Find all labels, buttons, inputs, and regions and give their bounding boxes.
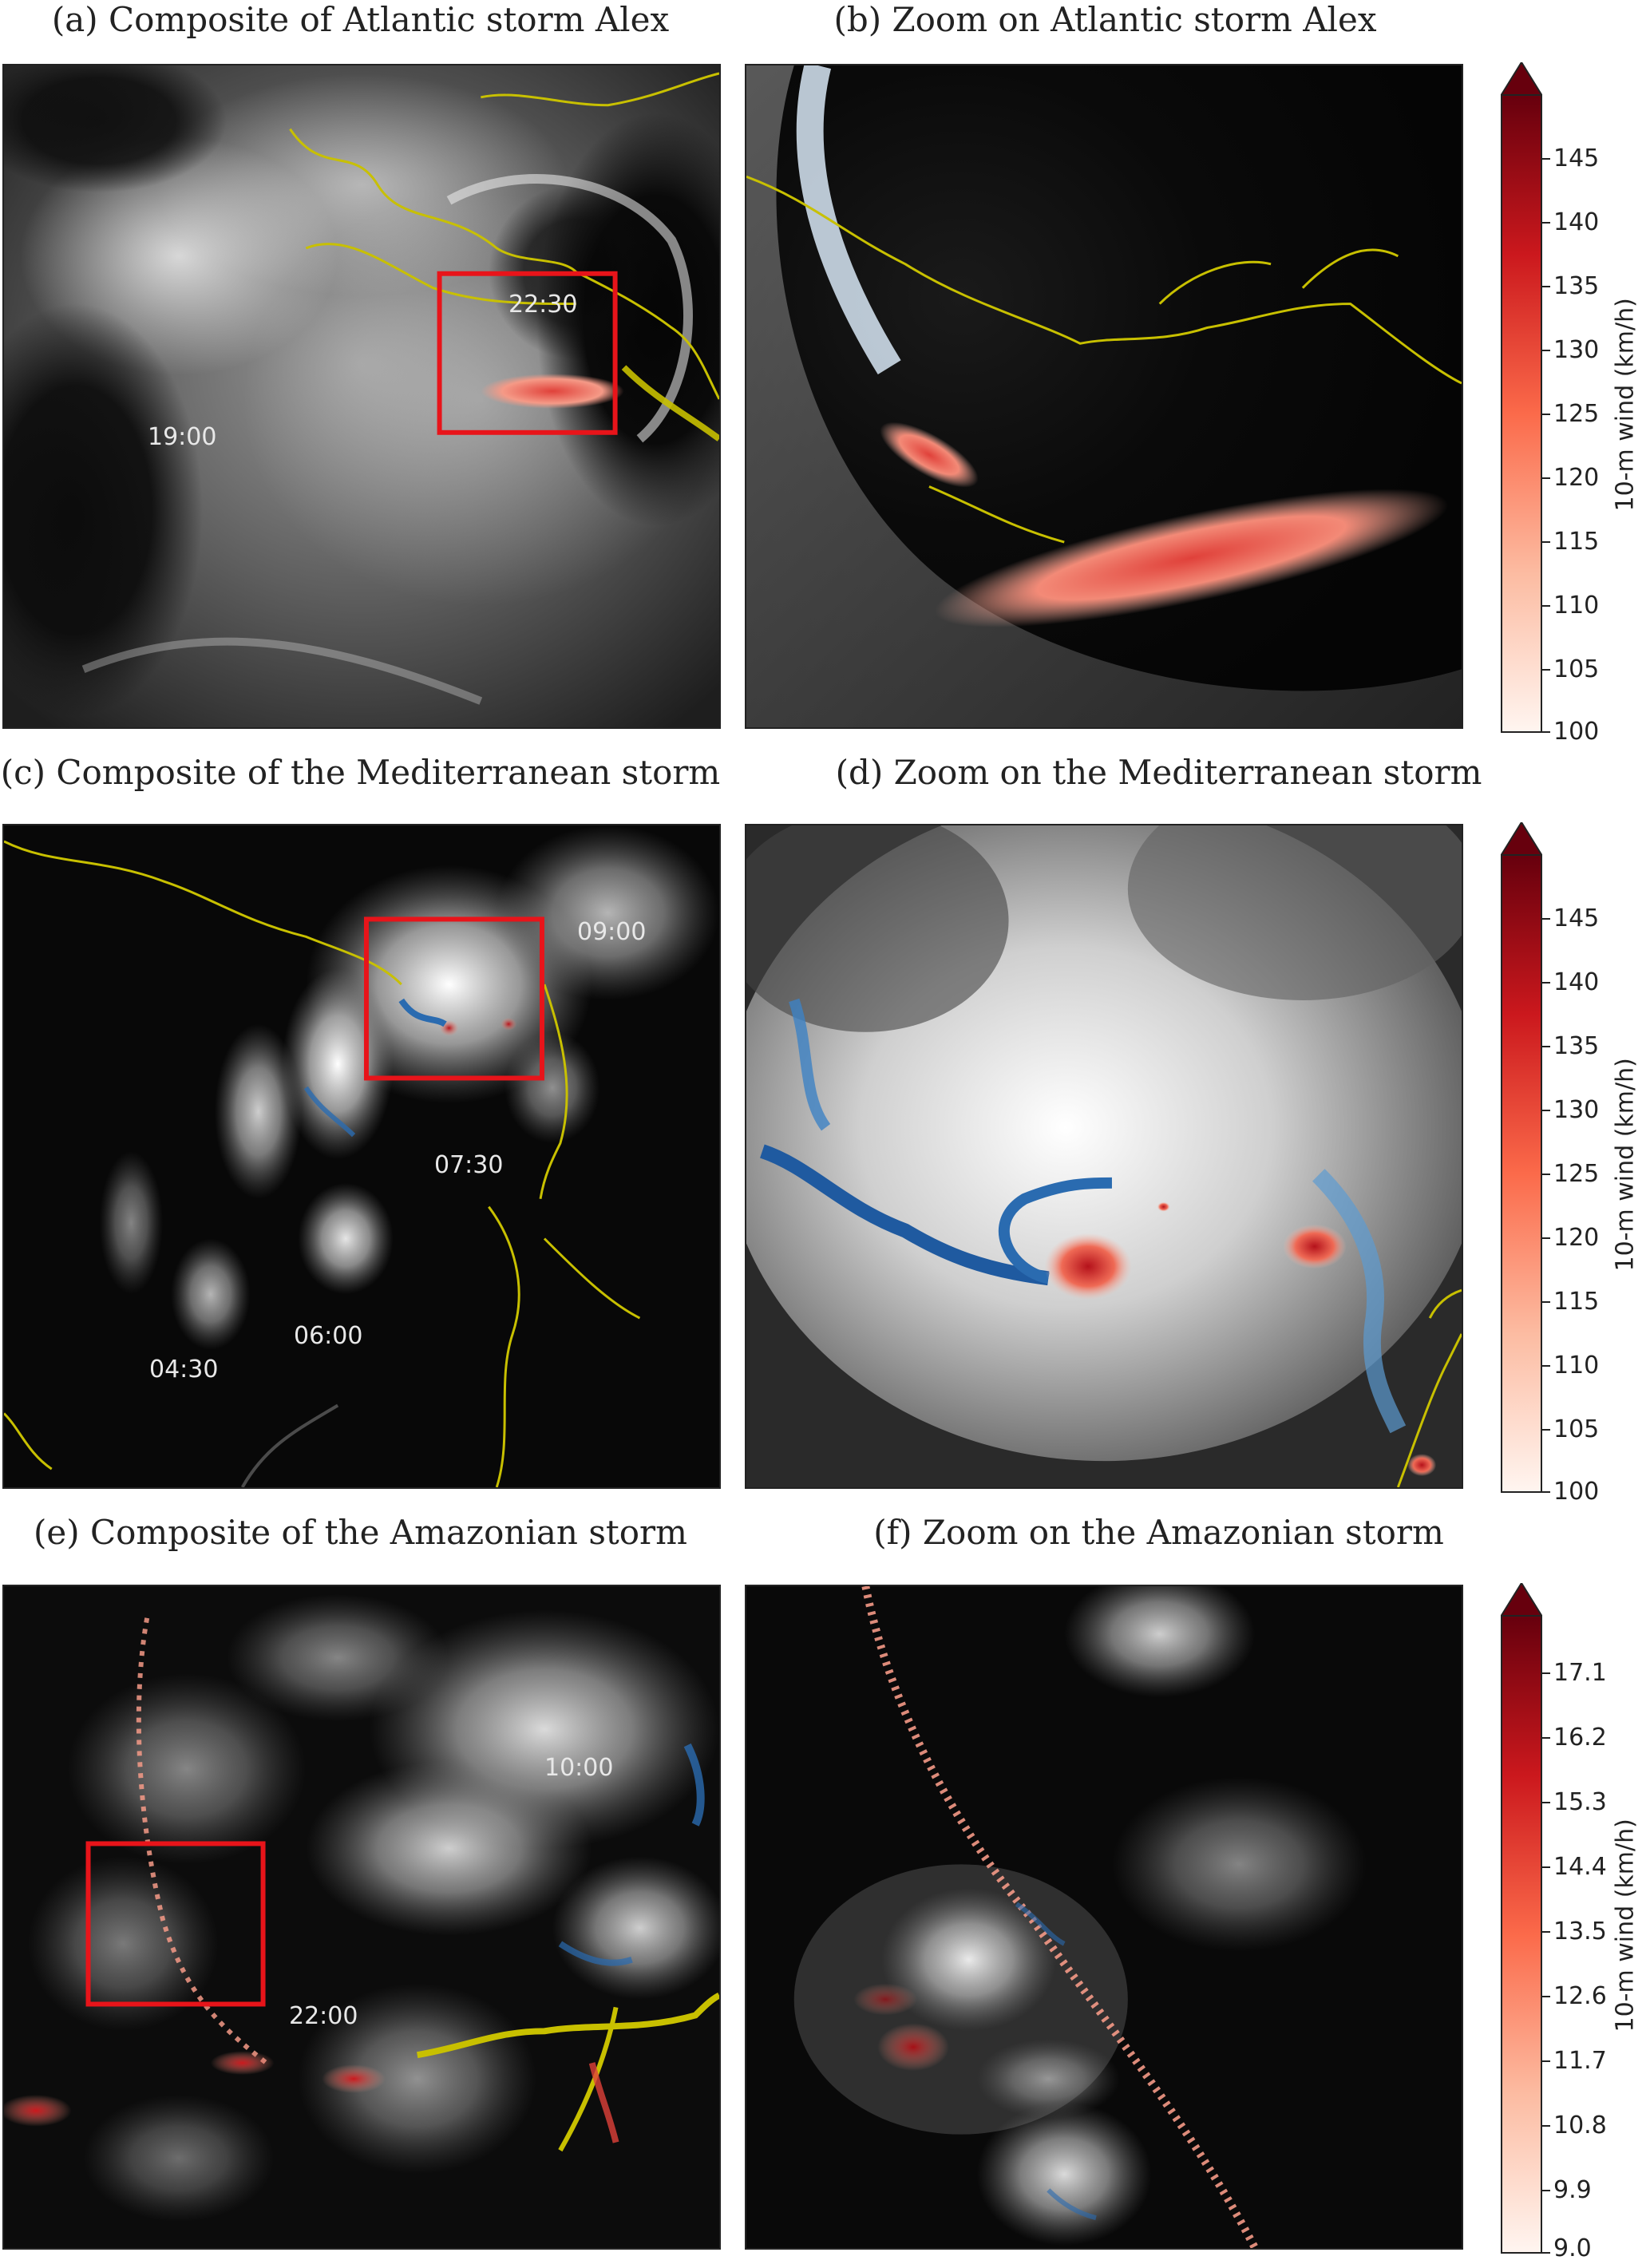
panel-a-atlantic-composite: 19:00 22:30 bbox=[2, 64, 721, 729]
colorbar-2-extend-arrow bbox=[1501, 822, 1542, 856]
colorbar-2-tick: 115 bbox=[1553, 1288, 1600, 1316]
colorbar-1-tick: 135 bbox=[1553, 272, 1600, 300]
satellite-image-e bbox=[4, 1586, 719, 2248]
time-label-c-0600: 06:00 bbox=[294, 1322, 363, 1350]
colorbar-2-tick: 125 bbox=[1553, 1160, 1600, 1188]
time-label-a-2230: 22:30 bbox=[508, 291, 578, 319]
zoom-box-c bbox=[363, 916, 544, 1081]
time-label-c-0430: 04:30 bbox=[149, 1356, 219, 1383]
colorbar-2-tick: 130 bbox=[1553, 1096, 1600, 1124]
caption-b: (b) Zoom on Atlantic storm Alex bbox=[833, 0, 1377, 39]
colorbar-3-tick: 11.7 bbox=[1553, 2047, 1607, 2075]
time-label-c-0730: 07:30 bbox=[434, 1151, 504, 1179]
colorbar-1-tick: 130 bbox=[1553, 336, 1600, 364]
colorbar-1-tick: 145 bbox=[1553, 144, 1600, 172]
colorbar-1-tick: 100 bbox=[1553, 718, 1600, 746]
colorbar-3-tick: 9.0 bbox=[1553, 2234, 1592, 2262]
time-label-c-0900: 09:00 bbox=[577, 918, 647, 946]
colorbar-3-tick: 14.4 bbox=[1553, 1853, 1607, 1881]
colorbar-2-tick: 110 bbox=[1553, 1352, 1600, 1379]
colorbar-2-tick: 140 bbox=[1553, 968, 1600, 996]
caption-d: (d) Zoom on the Mediterranean storm bbox=[835, 753, 1482, 792]
colorbar-2-title: 10-m wind (km/h) bbox=[1611, 1058, 1640, 1272]
colorbar-3-tick: 15.3 bbox=[1553, 1788, 1607, 1816]
colorbar-1-tick: 125 bbox=[1553, 400, 1600, 428]
caption-e: (e) Composite of the Amazonian storm bbox=[34, 1513, 687, 1552]
colorbar-1-title: 10-m wind (km/h) bbox=[1611, 298, 1640, 512]
time-label-e-1000: 10:00 bbox=[544, 1754, 614, 1782]
colorbar-2-tick: 100 bbox=[1553, 1478, 1600, 1506]
colorbar-3-tick: 16.2 bbox=[1553, 1724, 1607, 1751]
colorbar-3: 17.1 16.2 15.3 14.4 13.5 12.6 11.7 10.8 … bbox=[1501, 1583, 1650, 2262]
caption-a: (a) Composite of Atlantic storm Alex bbox=[51, 0, 670, 39]
colorbar-2-tick: 145 bbox=[1553, 904, 1600, 932]
colorbar-3-tick: 10.8 bbox=[1553, 2112, 1607, 2139]
colorbar-2: 145 140 135 130 125 120 115 110 105 100 … bbox=[1501, 822, 1650, 1506]
colorbar-1-extend-arrow bbox=[1501, 62, 1542, 96]
colorbar-1-tick: 140 bbox=[1553, 208, 1600, 236]
satellite-image-b bbox=[746, 65, 1462, 727]
colorbar-1: 145 140 135 130 125 120 115 110 105 100 … bbox=[1501, 62, 1650, 746]
colorbar-3-title: 10-m wind (km/h) bbox=[1611, 1819, 1640, 2032]
caption-c: (c) Composite of the Mediterranean storm bbox=[0, 753, 721, 792]
colorbar-1-tick: 110 bbox=[1553, 592, 1600, 619]
colorbar-3-tick: 9.9 bbox=[1553, 2176, 1592, 2204]
colorbar-1-tick: 105 bbox=[1553, 655, 1600, 683]
colorbar-3-extend-arrow bbox=[1501, 1583, 1542, 1617]
colorbar-3-tick: 17.1 bbox=[1553, 1659, 1607, 1687]
satellite-image-d bbox=[746, 825, 1462, 1487]
panel-d-mediterranean-zoom bbox=[745, 824, 1463, 1489]
colorbar-2-gradient bbox=[1501, 854, 1542, 1493]
zoom-box-a bbox=[437, 271, 618, 435]
colorbar-1-tick: 115 bbox=[1553, 528, 1600, 556]
colorbar-3-gradient bbox=[1501, 1615, 1542, 2254]
zoom-box-e bbox=[85, 1841, 266, 2007]
panel-e-amazonian-composite: 10:00 22:00 bbox=[2, 1585, 721, 2250]
panel-c-mediterranean-composite: 09:00 07:30 06:00 04:30 bbox=[2, 824, 721, 1489]
colorbar-3-tick: 13.5 bbox=[1553, 1918, 1607, 1945]
time-label-e-2200: 22:00 bbox=[289, 2002, 358, 2030]
panel-f-amazonian-zoom bbox=[745, 1585, 1463, 2250]
colorbar-3-tick: 12.6 bbox=[1553, 1982, 1607, 2010]
colorbar-2-tick: 105 bbox=[1553, 1415, 1600, 1443]
colorbar-2-tick: 120 bbox=[1553, 1224, 1600, 1252]
satellite-image-a bbox=[4, 65, 719, 727]
panel-b-atlantic-zoom bbox=[745, 64, 1463, 729]
colorbar-1-gradient bbox=[1501, 94, 1542, 733]
time-label-a-1900: 19:00 bbox=[148, 423, 217, 451]
colorbar-1-tick: 120 bbox=[1553, 464, 1600, 492]
satellite-image-f bbox=[746, 1586, 1462, 2248]
colorbar-2-tick: 135 bbox=[1553, 1032, 1600, 1060]
satellite-image-c bbox=[4, 825, 719, 1487]
caption-f: (f) Zoom on the Amazonian storm bbox=[873, 1513, 1444, 1552]
